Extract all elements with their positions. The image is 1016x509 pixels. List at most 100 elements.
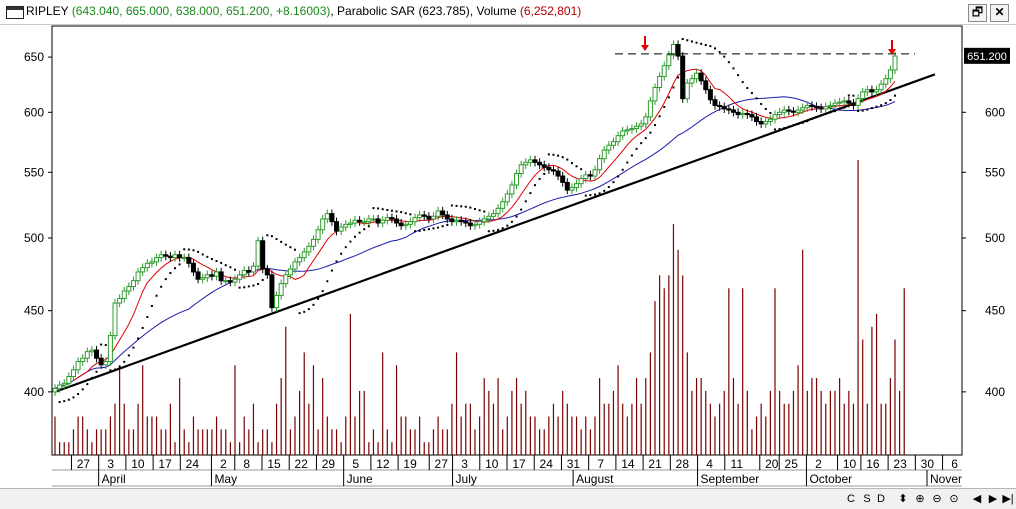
candle: [795, 105, 801, 117]
chart-mode-d-button[interactable]: D: [877, 493, 885, 505]
candle: [84, 347, 90, 363]
candle-body: [167, 255, 173, 259]
candle-body: [334, 221, 340, 232]
candle-body: [227, 280, 233, 283]
candle: [287, 264, 293, 279]
reset-zoom-icon[interactable]: ⊙: [949, 493, 959, 505]
sar-dot: [594, 193, 596, 196]
x-day-label: 27: [435, 457, 449, 471]
candle-body: [269, 274, 275, 309]
candle: [389, 213, 395, 224]
sar-dot: [344, 246, 347, 249]
candle-body: [758, 121, 764, 125]
sar-dot: [109, 369, 112, 372]
sar-dot: [861, 109, 864, 112]
close-window-button[interactable]: ✕: [990, 4, 1009, 22]
candle-body: [370, 218, 376, 221]
x-day-label: 23: [893, 457, 907, 471]
candle-body: [112, 302, 118, 337]
y-tick-label: 650: [24, 50, 44, 64]
x-day-label: 10: [131, 457, 145, 471]
scroll-right-icon[interactable]: ▶: [988, 493, 998, 505]
candle: [301, 247, 307, 262]
chart-mode-c-button[interactable]: C: [847, 493, 855, 505]
candle-body: [555, 170, 561, 177]
zoom-in-icon[interactable]: ⊕: [915, 493, 925, 505]
candle-body: [274, 294, 280, 309]
sar-dot: [478, 209, 481, 212]
candle: [98, 354, 104, 369]
sar-dot: [727, 61, 730, 64]
scroll-left-icon[interactable]: ◀: [972, 493, 982, 505]
candle: [241, 266, 247, 279]
sar-dot: [280, 240, 283, 243]
sar-dot: [506, 224, 509, 227]
candle-body: [421, 214, 427, 217]
sar-dot: [335, 260, 338, 263]
candle-body: [624, 129, 630, 132]
candle-body: [135, 271, 141, 282]
x-day-label: 21: [648, 457, 662, 471]
candle: [477, 217, 483, 229]
x-day-label: 29: [322, 457, 336, 471]
candle: [643, 112, 649, 129]
chart-mode-s-button[interactable]: S: [863, 493, 871, 505]
candle-body: [449, 218, 455, 223]
sar-dot: [446, 223, 449, 226]
sar-dot: [838, 108, 841, 111]
candle-body: [578, 178, 584, 185]
sar-dot: [220, 261, 223, 264]
candle-body: [763, 121, 769, 125]
sar-dot: [672, 86, 675, 89]
candle-body: [394, 218, 400, 224]
candle-body: [347, 222, 353, 225]
candle-body: [440, 210, 446, 216]
candle: [269, 270, 275, 312]
candle-body: [560, 175, 566, 183]
sar-dot: [437, 226, 440, 229]
sar-dot: [155, 294, 158, 297]
scroll-end-icon[interactable]: ▶|: [1002, 493, 1014, 505]
sar-dot: [801, 121, 804, 124]
candle-body: [177, 254, 183, 259]
sar-dot: [455, 204, 458, 207]
candle: [121, 286, 127, 303]
x-day-label: 17: [512, 457, 526, 471]
zoom-out-icon[interactable]: ⊖: [932, 493, 942, 505]
candle: [334, 217, 340, 236]
sar-dot: [243, 286, 246, 289]
sar-dot: [750, 92, 753, 95]
candle-body: [675, 43, 681, 57]
sar-dot: [884, 102, 887, 105]
restore-window-button[interactable]: 🗗: [968, 4, 987, 22]
candle: [638, 119, 644, 131]
candle-body: [814, 106, 820, 109]
candle: [758, 117, 764, 129]
sar-dot: [450, 204, 453, 207]
candle-body: [278, 283, 284, 296]
candle-body: [818, 107, 824, 110]
sar-dot: [284, 243, 287, 246]
x-day-label: 17: [158, 457, 172, 471]
candle: [260, 236, 266, 274]
candle-body: [158, 254, 164, 259]
candle-body: [638, 123, 644, 127]
candle-body: [52, 387, 58, 393]
candle: [181, 253, 187, 262]
sar-dot: [492, 229, 495, 232]
candle: [500, 197, 506, 213]
sar-dot: [649, 131, 652, 134]
candle: [698, 69, 704, 86]
sar-dot: [418, 229, 421, 232]
candle-body: [389, 217, 395, 220]
sar-dot: [160, 285, 163, 288]
sar-dot: [487, 230, 490, 233]
sar-dot: [247, 285, 250, 288]
sar-dot: [307, 308, 310, 311]
candle: [823, 102, 829, 114]
candle: [154, 253, 160, 267]
x-day-label: 12: [376, 457, 390, 471]
candle-body: [827, 104, 833, 108]
sar-dot: [658, 115, 661, 118]
scale-icon[interactable]: ⬍: [898, 493, 908, 505]
